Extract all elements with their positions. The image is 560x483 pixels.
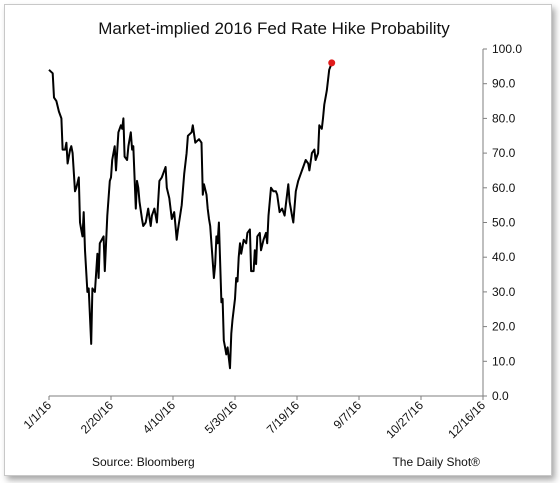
series-line xyxy=(48,62,333,370)
y-tick-label: 70.0 xyxy=(492,146,516,160)
y-tick-label: 40.0 xyxy=(492,250,516,264)
y-tick-label: 100.0 xyxy=(492,42,522,56)
y-tick-label: 50.0 xyxy=(492,216,516,230)
y-tick-label: 30.0 xyxy=(492,285,516,299)
x-tick-labels: 1/1/16 2/20/16 4/10/16 5/30/16 7/19/16 9/7/16… xyxy=(21,398,489,441)
chart-card xyxy=(4,4,552,476)
y-tick-labels: 0.0 10.0 20.0 30.0 40.0 50.0 60.0 70.0 80.0 90.0 1… xyxy=(492,42,522,403)
latest-value-marker xyxy=(328,59,336,67)
x-tick-label: 4/10/16 xyxy=(140,398,178,436)
y-tick-label: 0.0 xyxy=(492,389,509,403)
source-note: Source: Bloomberg xyxy=(92,455,195,469)
credit-note: The Daily Shot® xyxy=(392,455,480,469)
y-tick-label: 80.0 xyxy=(492,111,516,125)
x-tick-label: 12/16/16 xyxy=(445,398,488,441)
y-tick-label: 20.0 xyxy=(492,320,516,334)
x-tick-label: 5/30/16 xyxy=(202,398,240,436)
y-tick-label: 90.0 xyxy=(492,77,516,91)
x-tick-label: 9/7/16 xyxy=(331,398,365,432)
x-tick-label: 10/27/16 xyxy=(383,398,426,441)
x-tick-label: 1/1/16 xyxy=(21,398,55,432)
chart-title: Market-implied 2016 Fed Rate Hike Probab… xyxy=(98,19,450,38)
series-layer xyxy=(48,59,336,370)
x-tick-label: 7/19/16 xyxy=(264,398,302,436)
x-tick-label: 2/20/16 xyxy=(78,398,116,436)
y-tick-label: 60.0 xyxy=(492,181,516,195)
axes xyxy=(48,48,487,400)
y-tick-label: 10.0 xyxy=(492,354,516,368)
